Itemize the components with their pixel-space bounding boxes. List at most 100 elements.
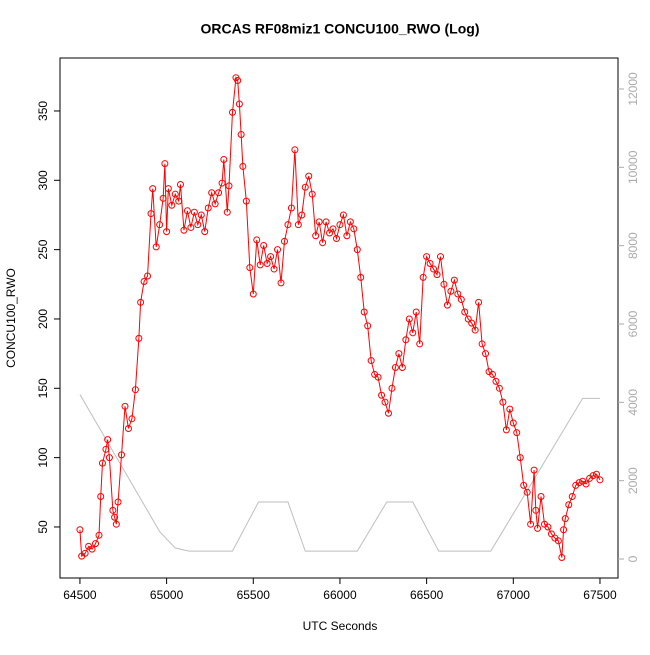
data-point: [454, 290, 462, 298]
data-point: [220, 156, 228, 164]
data-point: [582, 480, 590, 488]
data-point: [468, 319, 476, 327]
data-point: [201, 228, 209, 236]
data-point: [350, 225, 358, 233]
y2-tick-label: 6000: [626, 310, 640, 337]
y-tick-label: 100: [36, 447, 50, 467]
data-point: [81, 549, 89, 557]
data-point: [388, 384, 396, 392]
data-point: [364, 322, 372, 330]
data-point: [114, 498, 122, 506]
data-point: [135, 334, 143, 342]
data-point: [457, 296, 465, 304]
data-point: [140, 278, 148, 286]
data-point: [256, 261, 264, 269]
data-point: [565, 501, 573, 509]
data-point: [109, 506, 117, 514]
data-point: [291, 146, 299, 154]
data-point: [478, 340, 486, 348]
data-point: [523, 488, 531, 496]
data-point: [436, 253, 444, 261]
data-point: [187, 223, 195, 231]
data-point: [402, 336, 410, 344]
data-point: [561, 515, 569, 523]
data-point: [308, 190, 316, 198]
data-point: [398, 364, 406, 372]
data-point: [575, 479, 583, 487]
data-point: [357, 273, 365, 281]
x-tick-label: 67500: [583, 588, 617, 602]
data-point: [112, 520, 120, 528]
data-point: [537, 492, 545, 500]
data-point: [426, 260, 434, 268]
data-point: [509, 419, 517, 427]
data-point: [235, 100, 243, 108]
data-point: [163, 228, 171, 236]
x-tick-label: 65000: [150, 588, 184, 602]
data-point: [149, 185, 157, 193]
y-axis-label: CONCU100_RWO: [4, 268, 18, 368]
data-point: [326, 229, 334, 237]
series-line: [79, 76, 601, 558]
data-point: [532, 506, 540, 514]
y2-tick-label: 8000: [626, 232, 640, 259]
data-point: [253, 236, 261, 244]
data-point: [249, 290, 257, 298]
data-point: [488, 370, 496, 378]
data-point: [97, 492, 105, 500]
data-point: [111, 513, 119, 521]
data-point: [263, 260, 271, 268]
x-tick-label: 66500: [410, 588, 444, 602]
data-point: [176, 180, 184, 188]
data-point: [381, 398, 389, 406]
data-point: [332, 235, 340, 243]
data-point: [492, 377, 500, 385]
data-point: [242, 197, 250, 205]
chart-title: ORCAS RF08miz1 CONCU100_RWO (Log): [200, 21, 479, 37]
series-line: [79, 394, 600, 552]
data-point: [495, 384, 503, 392]
data-point: [274, 246, 282, 254]
data-point: [294, 221, 302, 229]
data-point: [137, 298, 145, 306]
data-point: [360, 308, 368, 316]
data-point: [168, 201, 176, 209]
data-point: [76, 526, 84, 534]
x-tick-label: 64500: [63, 588, 97, 602]
data-point: [197, 211, 205, 219]
data-point: [121, 402, 129, 410]
data-point: [409, 329, 417, 337]
data-point: [92, 540, 100, 548]
data-point: [319, 239, 327, 247]
data-point: [416, 340, 424, 348]
data-point: [405, 315, 413, 323]
data-point: [260, 241, 268, 249]
x-tick-label: 66000: [323, 588, 357, 602]
data-point: [443, 301, 451, 309]
data-point: [534, 524, 542, 532]
data-point: [161, 160, 169, 168]
data-point: [95, 531, 103, 539]
data-point: [374, 373, 382, 381]
data-point: [223, 208, 231, 216]
data-point: [560, 526, 568, 534]
data-point: [315, 218, 323, 226]
data-point: [554, 537, 562, 545]
data-point: [144, 272, 152, 280]
data-point: [367, 357, 375, 365]
data-point: [225, 182, 233, 190]
data-point: [164, 185, 172, 193]
data-point: [211, 200, 219, 208]
data-point: [471, 326, 479, 334]
data-point: [284, 221, 292, 229]
data-point: [175, 197, 183, 205]
data-point: [218, 179, 226, 187]
data-point: [419, 273, 427, 281]
y-tick-label: 350: [36, 101, 50, 121]
data-point: [450, 276, 458, 284]
data-point: [506, 405, 514, 413]
y2-tick-label: 12000: [626, 72, 640, 106]
data-point: [204, 204, 212, 212]
data-point: [190, 208, 198, 216]
